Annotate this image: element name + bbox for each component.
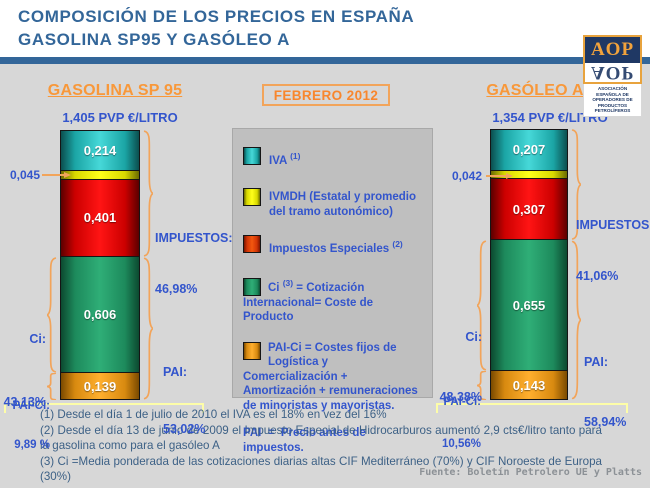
label-pct: 43,13% xyxy=(3,395,46,409)
segment-value: 0,139 xyxy=(83,378,117,394)
aop-logo-fullname: ASOCIACIÓN ESPAÑOLA DE OPERADORES DE PRO… xyxy=(583,84,642,117)
legend-item-iva: IVA (1) xyxy=(243,147,422,168)
gasoleo-pvp-label: 1,354 PVP €/LITRO xyxy=(492,110,608,125)
segment-value: 0,143 xyxy=(512,377,546,393)
legend-label: IVA (1) xyxy=(269,151,301,167)
gasolina-bar: 0,214 0,401 0,606 0,139 xyxy=(60,130,140,400)
gasolina-segment-ci: 0,606 xyxy=(60,256,140,374)
gasoleo-impuestos-label: IMPUESTOS: 41,06% xyxy=(576,183,650,319)
legend: IVA (1) IVMDH (Estatal y promedio del tr… xyxy=(232,128,433,454)
segment-value: 0,214 xyxy=(83,143,117,159)
legend-item-pai-ci: PAI-Ci = Costes fijos de Logística y Com… xyxy=(243,341,422,414)
brace-gasoleo-impuestos xyxy=(570,129,581,240)
gasoleo-segment-ci: 0,655 xyxy=(490,240,568,372)
brace-gasolina-pai-ci xyxy=(47,373,58,400)
legend-label: IVMDH (Estatal y promedio del tramo auto… xyxy=(269,191,416,218)
gasolina-segment-impuestos-especiales: 0,401 xyxy=(60,179,140,257)
label-pct: 46,98% xyxy=(155,282,198,296)
gasolina-ivmdh-arrow-icon xyxy=(42,171,71,178)
gasoleo-title: GASÓLEO A xyxy=(486,82,584,99)
label-pct: 53,02% xyxy=(163,422,206,436)
label-text: IMPUESTOS: xyxy=(155,231,233,245)
gasolina-segment-pai-ci: 0,139 xyxy=(60,373,140,400)
legend-label: Ci (3) = Cotización Internacional= Coste… xyxy=(243,278,374,324)
footnote-1: (1) Desde el día 1 de julio de 2010 el I… xyxy=(40,408,387,421)
gasolina-impuestos-label: IMPUESTOS: 46,98% xyxy=(155,196,233,332)
gasoleo-segment-iva: 0,207 xyxy=(490,129,568,171)
legend-item-ci: Ci (3) = Cotización Internacional= Coste… xyxy=(243,277,422,325)
footnote-3: (3) Ci =Media ponderada de las cotizacio… xyxy=(40,454,602,484)
gasolina-pvp-label: 1,405 PVP €/LITRO xyxy=(62,110,178,125)
brace-gasoleo-pai-ci xyxy=(477,371,488,400)
legend-item-ivmdh: IVMDH (Estatal y promedio del tramo auto… xyxy=(243,188,422,219)
gasoleo-ci-label: Ci: 48,38% xyxy=(432,287,482,447)
label-text: Ci: xyxy=(29,332,46,346)
gasolina-pai-ci-label: PAI-Ci: 9,89 % xyxy=(0,374,50,478)
footnote-2: (2) Desde el día 13 de junio de 2009 el … xyxy=(40,423,602,453)
label-text: PAI-Ci: xyxy=(443,396,481,408)
pai-ci-swatch-icon xyxy=(243,341,261,360)
label-pct: 48,38% xyxy=(439,390,482,404)
label-text: PAI: xyxy=(584,355,609,369)
segment-value: 0,655 xyxy=(512,297,546,313)
header-divider xyxy=(0,57,650,64)
gasoleo-segment-pai-ci: 0,143 xyxy=(490,371,568,400)
label-pct: 41,06% xyxy=(576,269,619,283)
source-credit: Fuente: Boletín Petrolero UE y Platts xyxy=(419,467,642,478)
gasolina-ivmdh-value: 0,045 xyxy=(10,168,41,182)
gasoleo-bar: 0,207 0,307 0,655 0,143 xyxy=(490,129,568,400)
label-pct: 10,56% xyxy=(441,438,481,450)
legend-label: Impuestos Especiales (2) xyxy=(269,239,403,256)
label-pct: 9,89 % xyxy=(14,439,50,451)
label-pct: 58,94% xyxy=(584,415,627,429)
header: COMPOSICIÓN DE LOS PRECIOS EN ESPAÑA GAS… xyxy=(0,0,650,57)
brace-gasoleo-ci xyxy=(477,240,488,371)
segment-value: 0,401 xyxy=(83,210,117,226)
label-text: Ci: xyxy=(465,330,482,344)
gasolina-pai-label: PAI: 53,02% xyxy=(163,325,205,477)
brace-gasolina-impuestos xyxy=(142,130,153,257)
gasoleo-pai-ci-label: PAI-Ci: 10,56% xyxy=(426,367,481,479)
legend-label: PAI-Ci = Costes fijos de Logística y Com… xyxy=(243,341,418,412)
legend-item-impuestos-especiales: Impuestos Especiales (2) xyxy=(243,235,422,256)
segment-value: 0,606 xyxy=(83,307,117,323)
impuestos-especiales-swatch-icon xyxy=(243,235,261,254)
aop-logo-text: AOP xyxy=(590,39,635,60)
label-text: PAI-Ci: xyxy=(12,400,50,412)
gasolina-segment-iva: 0,214 xyxy=(60,130,140,172)
gasolina-ci-label: Ci: 43,13% xyxy=(0,287,46,455)
gasolina-underline-bracket xyxy=(4,403,204,413)
gasoleo-segment-ivmdh xyxy=(490,170,568,180)
legend-pai-definition: PAI = Precio antes de impuestos. xyxy=(243,427,370,454)
ci-swatch-icon xyxy=(243,277,261,296)
gasoleo-ivmdh-arrow-icon xyxy=(486,172,513,179)
aop-logo: AOP AOP ASOCIACIÓN ESPAÑOLA DE OPERADORE… xyxy=(583,35,642,117)
page-title-line1: COMPOSICIÓN DE LOS PRECIOS EN ESPAÑA xyxy=(18,7,415,26)
page-title: COMPOSICIÓN DE LOS PRECIOS EN ESPAÑA GAS… xyxy=(18,5,414,51)
brace-gasolina-pai xyxy=(142,257,153,400)
aop-logo-box: AOP AOP xyxy=(583,35,642,84)
gasoleo-ivmdh-value: 0,042 xyxy=(452,169,483,183)
gasolina-segment-ivmdh xyxy=(60,171,140,180)
label-text: IMPUESTOS: xyxy=(576,218,650,232)
period-badge: FEBRERO 2012 xyxy=(262,84,390,106)
aop-logo-reflection: AOP xyxy=(590,62,635,84)
page-title-line2: GASOLINA SP95 Y GASÓLEO A xyxy=(18,30,290,49)
label-text: PAI: xyxy=(163,365,188,379)
footnotes: (1) Desde el día 1 de julio de 2010 el I… xyxy=(40,407,602,485)
ivmdh-swatch-icon xyxy=(243,188,261,207)
gasolina-title: GASOLINA SP 95 xyxy=(47,82,183,99)
iva-swatch-icon xyxy=(243,147,261,165)
segment-value: 0,207 xyxy=(512,142,546,158)
gasoleo-pai-label: PAI: 58,94% xyxy=(584,312,626,472)
brace-gasolina-ci xyxy=(47,257,58,373)
gasoleo-underline-bracket xyxy=(436,403,628,413)
brace-gasoleo-pai xyxy=(570,240,581,400)
gasoleo-segment-impuestos-especiales: 0,307 xyxy=(490,179,568,241)
segment-value: 0,307 xyxy=(512,201,546,217)
